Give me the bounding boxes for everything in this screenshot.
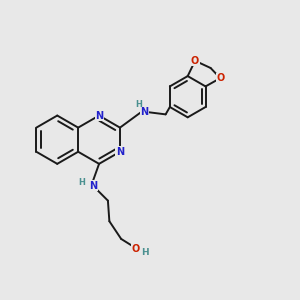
Text: H: H — [142, 248, 149, 257]
Text: N: N — [140, 107, 148, 117]
Text: N: N — [95, 110, 103, 121]
Text: N: N — [116, 147, 124, 157]
Text: O: O — [191, 56, 199, 66]
Text: H: H — [135, 100, 142, 109]
Text: O: O — [216, 73, 224, 83]
Text: O: O — [131, 244, 140, 254]
Text: H: H — [78, 178, 85, 187]
Text: N: N — [89, 181, 97, 191]
